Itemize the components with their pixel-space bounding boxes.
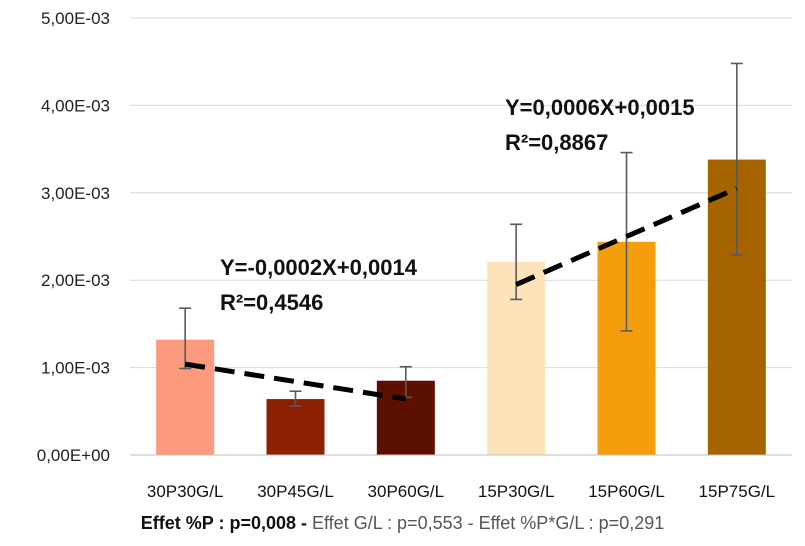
y-tick-label: 2,00E-03 (41, 271, 110, 290)
trendline-labels: Y=-0,0002X+0,0014 R²=0,4546 Y=0,0006X+0,… (220, 95, 695, 315)
x-tick-label: 30P45G/L (257, 482, 334, 501)
effect-gl: Effet G/L : p=0,553 (312, 513, 463, 533)
trendline (515, 186, 738, 287)
y-tick-label: 4,00E-03 (41, 96, 110, 115)
trend-2-r2: R²=0,8867 (505, 130, 608, 155)
y-tick-label: 5,00E-03 (41, 9, 110, 28)
x-tick-label: 15P75G/L (699, 482, 776, 501)
trendlines (184, 186, 738, 402)
bars (156, 159, 766, 455)
separator: - (462, 513, 479, 533)
effect-p-gl: Effet %P*G/L : p=0,291 (478, 513, 665, 533)
statistics-footer: Effet %P : p=0,008 - Effet G/L : p=0,553… (0, 513, 805, 534)
x-tick-label: 15P60G/L (588, 482, 665, 501)
trend-1-r2: R²=0,4546 (220, 290, 323, 315)
trend-2-equation: Y=0,0006X+0,0015 (505, 95, 695, 120)
x-tick-label: 15P30G/L (478, 482, 555, 501)
x-tick-label: 30P60G/L (368, 482, 445, 501)
effect-p: Effet %P : p=0,008 (140, 513, 296, 533)
separator: - (296, 513, 312, 533)
y-tick-label: 3,00E-03 (41, 184, 110, 203)
trend-1-equation: Y=-0,0002X+0,0014 (220, 255, 418, 280)
bar-chart: 0,00E+00 1,00E-03 2,00E-03 3,00E-03 4,00E-03… (37, 9, 792, 501)
x-axis: 30P30G/L 30P45G/L 30P60G/L 15P30G/L 15P60G/L… (130, 454, 792, 501)
trendline (184, 361, 407, 402)
bar (266, 399, 325, 455)
y-axis: 0,00E+00 1,00E-03 2,00E-03 3,00E-03 4,00E-03… (37, 9, 110, 465)
y-tick-label: 0,00E+00 (37, 446, 110, 465)
gridlines (130, 17, 792, 369)
y-tick-label: 1,00E-03 (41, 359, 110, 378)
x-tick-label: 30P30G/L (147, 482, 224, 501)
